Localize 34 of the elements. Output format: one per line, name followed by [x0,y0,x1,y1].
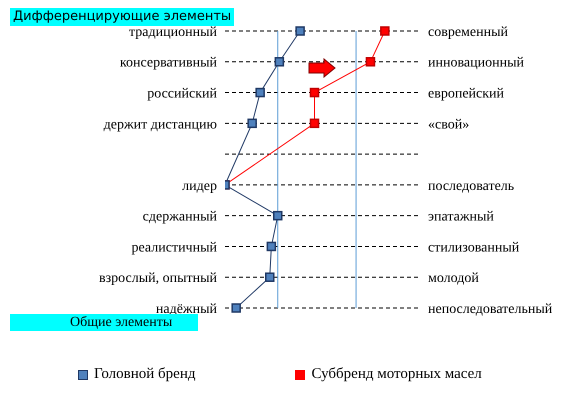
y2-tick-label: эпатажный [428,210,494,225]
y-tick-label: держит дистанцию [104,117,217,132]
y-tick-label: реалистичный [132,240,218,256]
legend-label: Суббренд моторных масел [311,366,482,383]
point [295,26,305,36]
point [274,57,284,67]
y-tick-label: традиционный [129,24,218,40]
point [265,272,275,282]
y2-tick-label: молодой [428,271,480,286]
y2-tick-label: «свой» [428,117,470,132]
y-tick-label: взрослый, опытный [99,271,218,286]
y2-tick-label: стилизованный [428,240,520,256]
y2-tick-label: европейский [428,86,505,102]
point [247,118,257,128]
y-tick-label: консервативный [120,56,218,71]
y2-tick-label: инновационный [428,56,524,71]
point [380,26,390,36]
y-tick-label: сдержанный [142,210,218,225]
y2-tick-label: современный [428,24,508,40]
text: Общие элементы [10,314,198,331]
point [255,88,265,98]
chart-title: Дифференцирующие элементы [10,8,234,26]
point [310,88,320,98]
point [266,242,276,252]
y-tick-label: лидер [182,178,217,194]
y2-tick-label: последователь [428,178,514,194]
y-tick-label: российский [147,86,218,102]
point [366,57,376,67]
y-tick-label: надёжный [156,302,218,317]
legend-label: Головной бренд [94,366,196,383]
y2-tick-label: непоследовательный [428,302,553,317]
point [272,210,282,220]
point [310,118,320,128]
point [231,303,241,313]
